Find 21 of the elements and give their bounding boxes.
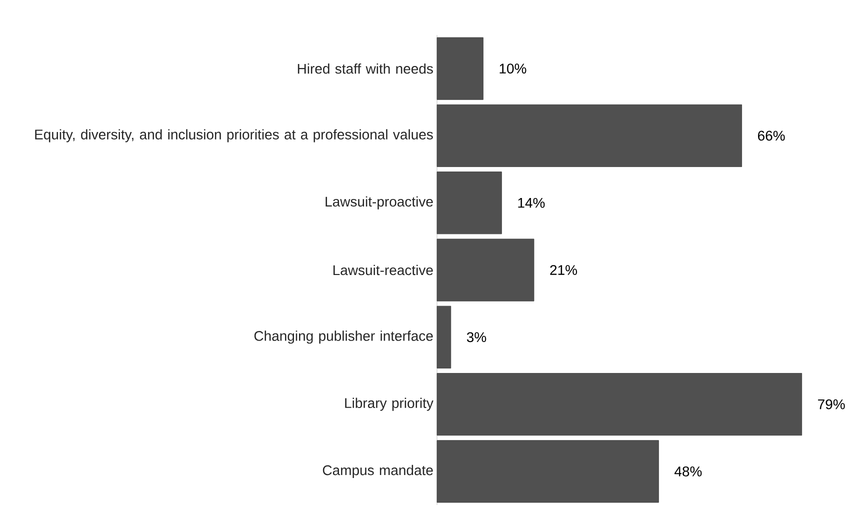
y-tick-label: Changing publisher interface (254, 330, 433, 344)
y-tick-label: Library priority (345, 398, 434, 411)
bar (436, 373, 802, 436)
data-label: 10% (500, 64, 526, 74)
y-tick-label: Campus mandate (322, 464, 433, 478)
data-label: 79% (818, 399, 845, 410)
bar (436, 37, 484, 100)
bar (436, 440, 659, 503)
data-label: 3% (466, 332, 486, 342)
data-label: 14% (518, 198, 545, 208)
data-label: 66% (758, 130, 785, 141)
y-tick-label: Lawsuit-reactive (333, 264, 433, 276)
y-tick-label: Hired staff with needs (298, 63, 433, 74)
data-label: 48% (674, 466, 702, 476)
bar (436, 172, 502, 234)
data-label: 21% (550, 265, 578, 275)
bar (436, 104, 742, 167)
y-tick-label: Equity, diversity, and inclusion priorities at a professional values (35, 129, 433, 142)
bar (436, 306, 452, 368)
y-tick-label: Lawsuit-proactive (326, 196, 433, 210)
bar (436, 238, 534, 302)
